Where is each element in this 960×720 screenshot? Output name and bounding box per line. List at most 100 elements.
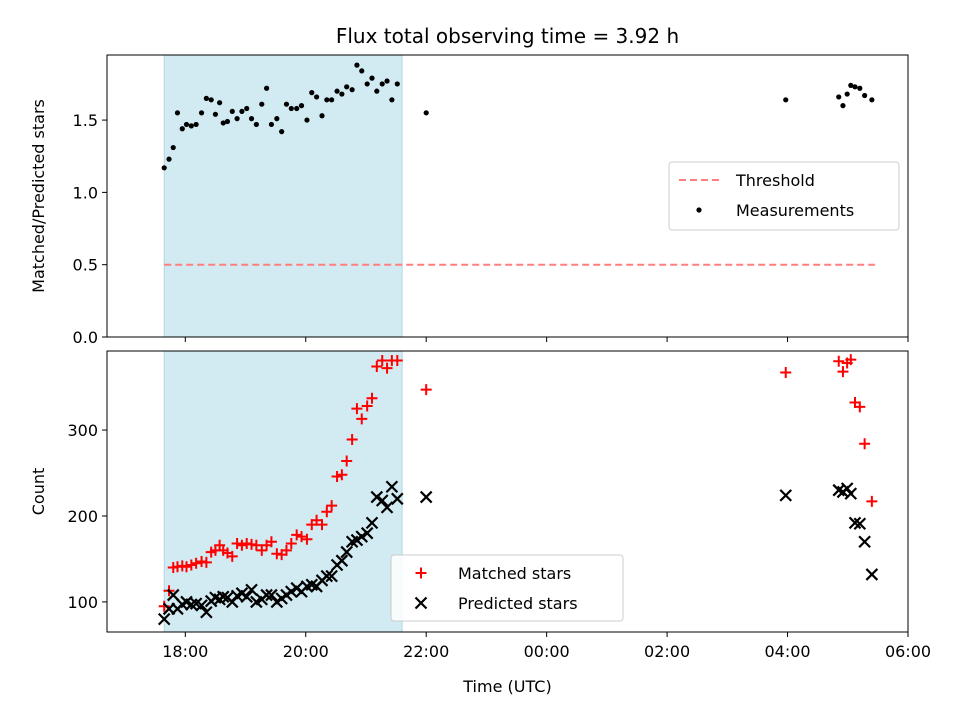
- data-point: [326, 500, 338, 512]
- data-point: [198, 110, 205, 116]
- data-point: [220, 120, 226, 126]
- y-tick-label: 0.5: [73, 256, 98, 275]
- data-point: [216, 590, 230, 604]
- data-point: [376, 354, 388, 366]
- data-point: [203, 95, 209, 101]
- data-point: [319, 113, 325, 119]
- data-point: [359, 68, 365, 74]
- y-tick-label: 100: [67, 593, 98, 612]
- chart-title: Flux total observing time = 3.92 h: [336, 24, 679, 48]
- y-axis-label: Count: [29, 468, 48, 516]
- legend-label: Threshold: [735, 171, 815, 190]
- x-tick-label: 00:00: [524, 642, 570, 661]
- data-point: [780, 366, 792, 378]
- data-point: [391, 354, 403, 366]
- legend-label: Measurements: [736, 201, 854, 220]
- data-point: [844, 91, 850, 97]
- data-point: [335, 554, 349, 567]
- data-point: [844, 487, 858, 500]
- data-point: [316, 519, 328, 531]
- data-point: [320, 569, 334, 583]
- data-point: [309, 90, 315, 96]
- data-point: [364, 81, 370, 87]
- data-point: [161, 165, 167, 171]
- data-point: [179, 126, 185, 132]
- data-point: [325, 569, 338, 583]
- data-point: [779, 489, 793, 502]
- x-tick-label: 18:00: [162, 642, 208, 661]
- data-point: [369, 75, 375, 81]
- data-point: [263, 85, 270, 91]
- count-panel: 100 200 300 18:00 20:00 22:00 00:00 02:00 04:00 0…: [29, 350, 931, 696]
- data-point: [313, 94, 320, 100]
- data-point: [285, 537, 297, 549]
- data-point: [336, 469, 348, 481]
- data-point: [279, 129, 285, 135]
- data-point: [188, 123, 194, 129]
- x-tick-label: 20:00: [283, 642, 329, 661]
- data-point: [321, 506, 333, 518]
- data-point: [857, 85, 863, 91]
- data-point: [268, 121, 275, 128]
- data-point: [349, 87, 355, 93]
- data-point: [862, 92, 868, 99]
- ratio-panel: 0.0 0.5 1.0 1.5 Flux total observing time = …: [29, 24, 909, 347]
- legend-label: Matched stars: [458, 564, 571, 583]
- data-point: [288, 105, 294, 112]
- data-point: [379, 81, 385, 87]
- data-point: [244, 105, 250, 112]
- legend: Matched stars Predicted stars: [390, 554, 624, 622]
- x-tick-label: 04:00: [764, 642, 810, 661]
- data-point: [423, 110, 429, 116]
- y-tick-label: 300: [67, 421, 98, 440]
- data-point: [239, 108, 245, 114]
- series-predicted-stars: [157, 480, 879, 626]
- data-point: [354, 62, 360, 68]
- data-point: [344, 84, 350, 90]
- legend-swatch: [414, 596, 428, 610]
- data-point: [185, 559, 197, 571]
- data-point: [346, 434, 358, 446]
- data-point: [229, 108, 235, 114]
- data-point: [166, 156, 172, 162]
- data-point: [236, 539, 248, 551]
- series-matched-stars: [158, 354, 878, 612]
- data-point: [331, 470, 343, 482]
- data-point: [212, 111, 219, 117]
- data-point: [190, 557, 202, 569]
- data-point: [274, 116, 280, 122]
- data-point: [260, 588, 273, 602]
- data-point: [381, 362, 393, 374]
- y-tick-label: 0.0: [73, 328, 98, 347]
- data-point: [384, 78, 390, 84]
- data-point: [366, 392, 378, 404]
- data-point: [420, 384, 432, 396]
- axes-frame: [106, 350, 909, 633]
- axes-frame: [106, 54, 909, 338]
- data-point: [361, 400, 373, 412]
- data-point: [231, 537, 243, 549]
- data-point: [845, 354, 857, 366]
- data-point: [833, 355, 845, 367]
- data-point: [248, 116, 255, 122]
- data-point: [298, 103, 305, 109]
- data-point: [259, 101, 265, 107]
- data-point: [341, 455, 353, 467]
- data-point: [339, 91, 345, 97]
- data-point: [375, 494, 389, 507]
- data-point: [324, 97, 330, 103]
- data-point: [865, 568, 879, 581]
- data-point: [170, 144, 176, 151]
- data-point: [394, 81, 400, 87]
- data-point: [380, 501, 394, 514]
- legend-label: Predicted stars: [458, 594, 578, 613]
- data-point: [351, 403, 363, 415]
- x-axis-label: Time (UTC): [462, 677, 551, 696]
- data-point: [837, 366, 849, 378]
- data-point: [848, 516, 862, 530]
- data-point: [193, 121, 199, 128]
- legend-swatch: [696, 207, 702, 213]
- data-point: [240, 590, 254, 604]
- data-point: [280, 544, 292, 556]
